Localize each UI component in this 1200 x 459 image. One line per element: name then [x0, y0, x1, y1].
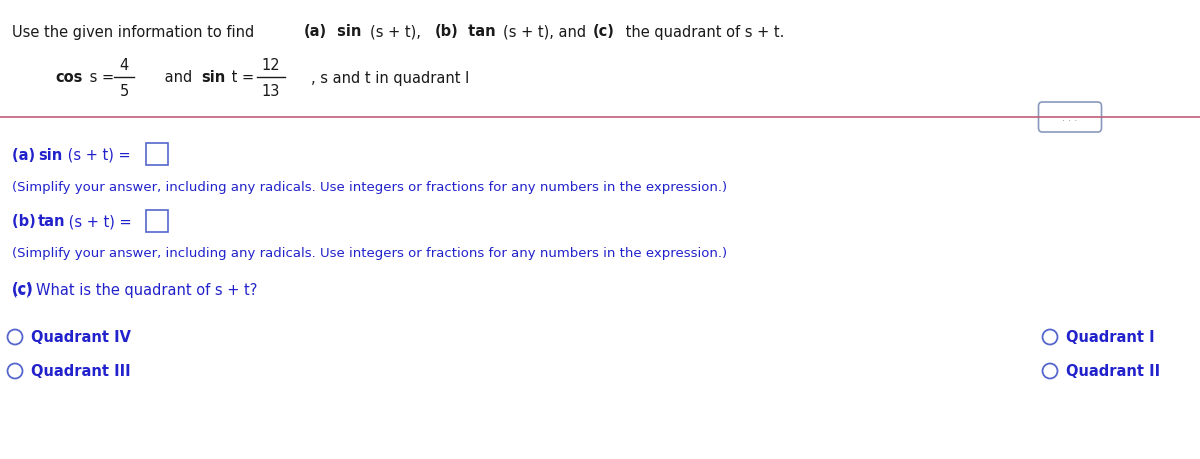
Circle shape: [1043, 330, 1057, 345]
Text: (Simplify your answer, including any radicals. Use integers or fractions for any: (Simplify your answer, including any rad…: [12, 181, 727, 194]
Text: and: and: [160, 70, 197, 85]
Text: Quadrant I: Quadrant I: [1066, 330, 1154, 345]
Text: Quadrant II: Quadrant II: [1066, 364, 1160, 379]
Text: sin: sin: [202, 70, 226, 85]
Text: (s + t) =: (s + t) =: [64, 147, 136, 162]
FancyBboxPatch shape: [146, 211, 168, 233]
Text: s =: s =: [85, 70, 119, 85]
Text: (a): (a): [304, 24, 328, 39]
Text: (a): (a): [12, 147, 41, 162]
Text: (b): (b): [436, 24, 458, 39]
FancyBboxPatch shape: [146, 144, 168, 166]
Text: (s + t), and: (s + t), and: [503, 24, 590, 39]
Text: (c) What is the quadrant of s + t?: (c) What is the quadrant of s + t?: [12, 282, 257, 297]
Text: t =: t =: [227, 70, 259, 85]
Text: 12: 12: [262, 57, 281, 73]
Text: . . .: . . .: [1062, 113, 1078, 123]
Text: (s + t) =: (s + t) =: [64, 214, 137, 229]
Circle shape: [1043, 364, 1057, 379]
Text: (Simplify your answer, including any radicals. Use integers or fractions for any: (Simplify your answer, including any rad…: [12, 247, 727, 260]
Text: the quadrant of s + t.: the quadrant of s + t.: [622, 24, 785, 39]
Circle shape: [7, 364, 23, 379]
Text: (c): (c): [593, 24, 614, 39]
Text: Use the given information to find: Use the given information to find: [12, 24, 259, 39]
Text: tan: tan: [463, 24, 500, 39]
Text: cos: cos: [55, 70, 83, 85]
Text: (b): (b): [12, 214, 41, 229]
Text: 13: 13: [262, 84, 280, 98]
Text: sin: sin: [332, 24, 366, 39]
FancyBboxPatch shape: [1038, 103, 1102, 133]
Circle shape: [7, 330, 23, 345]
Text: Quadrant III: Quadrant III: [31, 364, 131, 379]
Text: , s and t in quadrant I: , s and t in quadrant I: [311, 70, 469, 85]
Text: 4: 4: [119, 57, 128, 73]
Text: (c): (c): [12, 282, 34, 297]
Text: Quadrant IV: Quadrant IV: [31, 330, 131, 345]
Text: (s + t),: (s + t),: [370, 24, 426, 39]
Text: sin: sin: [38, 147, 62, 162]
Text: tan: tan: [38, 214, 66, 229]
Text: 5: 5: [119, 84, 128, 98]
